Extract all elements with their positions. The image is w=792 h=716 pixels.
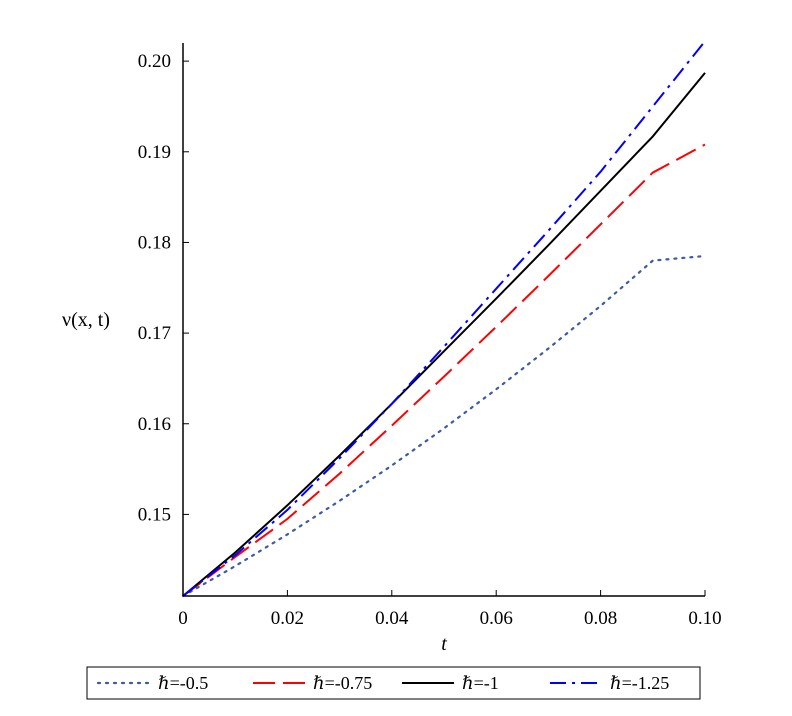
- legend-label-1: ℏ=-0.75: [313, 673, 372, 693]
- y-tick-label: 0.20: [138, 51, 171, 72]
- x-tick-label: 0.02: [271, 608, 304, 629]
- legend-label-0: ℏ=-0.5: [158, 673, 208, 693]
- x-tick-label: 0.10: [688, 608, 721, 629]
- legend-label-3: ℏ=-1.25: [610, 673, 669, 693]
- x-tick-label: 0.08: [584, 608, 617, 629]
- series-line-3: [182, 40, 706, 597]
- series-line-0: [181, 254, 707, 598]
- axes: [182, 43, 705, 597]
- legend-box: [86, 666, 701, 700]
- y-tick-label: 0.18: [138, 232, 171, 253]
- y-tick-label: 0.16: [138, 414, 171, 435]
- legend-items: ℏ=-0.5 ℏ=-0.75 ℏ=-1 ℏ=-1.25: [96, 673, 669, 693]
- y-tick-label: 0.19: [138, 142, 171, 163]
- series-line-2: [182, 72, 706, 597]
- x-tick-label: 0: [178, 608, 188, 629]
- plot-lines: [181, 40, 707, 598]
- x-axis-label: t: [441, 633, 447, 655]
- y-tick-label: 0.17: [138, 323, 171, 344]
- x-tick-label: 0.06: [480, 608, 513, 629]
- legend: ℏ=-0.5 ℏ=-0.75 ℏ=-1 ℏ=-1.25: [86, 666, 701, 700]
- y-ticks: 0.15 0.16 0.17 0.18 0.19 0.20: [138, 51, 189, 525]
- legend-label-2: ℏ=-1: [462, 673, 499, 693]
- x-ticks: 0 0.02 0.04 0.06 0.08 0.10: [178, 590, 722, 629]
- x-tick-label: 0.04: [375, 608, 409, 629]
- y-tick-label: 0.15: [138, 504, 171, 525]
- series-line-1: [182, 143, 706, 597]
- y-axis-label: ν(x, t): [62, 309, 110, 331]
